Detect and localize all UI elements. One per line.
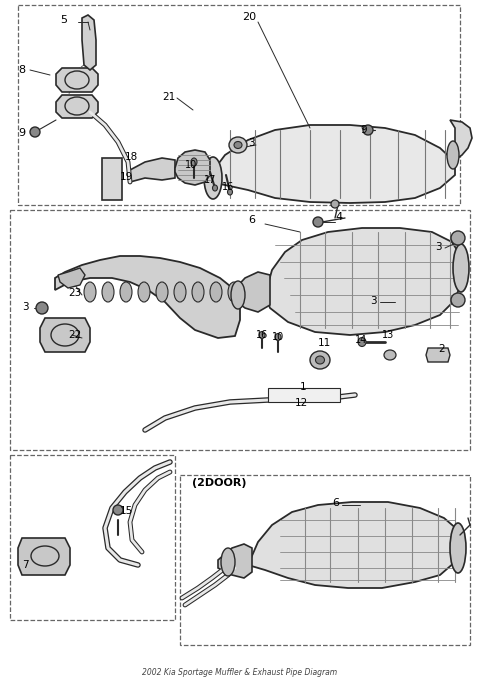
Ellipse shape: [30, 127, 40, 137]
Ellipse shape: [447, 141, 459, 169]
Polygon shape: [210, 125, 455, 203]
Polygon shape: [218, 544, 252, 578]
Polygon shape: [82, 15, 96, 70]
Ellipse shape: [36, 302, 48, 314]
Text: 3: 3: [22, 302, 29, 312]
Polygon shape: [18, 538, 70, 575]
Ellipse shape: [191, 158, 197, 166]
Text: 21: 21: [162, 92, 175, 102]
Text: 17: 17: [204, 175, 216, 185]
Text: 10: 10: [272, 332, 284, 342]
Text: (2DOOR): (2DOOR): [192, 478, 247, 488]
Text: 8: 8: [18, 65, 25, 75]
Polygon shape: [265, 228, 462, 335]
Text: 12: 12: [295, 398, 308, 408]
Polygon shape: [268, 388, 340, 402]
Polygon shape: [58, 268, 85, 288]
Text: 4: 4: [335, 212, 342, 222]
Ellipse shape: [259, 332, 265, 338]
Bar: [10, 455, 175, 620]
Text: 23: 23: [68, 288, 81, 298]
Bar: [18, 5, 460, 205]
Text: 6: 6: [332, 498, 339, 508]
Ellipse shape: [102, 282, 114, 302]
Ellipse shape: [204, 157, 222, 199]
Text: 2002 Kia Sportage Muffler & Exhaust Pipe Diagram: 2002 Kia Sportage Muffler & Exhaust Pipe…: [143, 668, 337, 677]
Text: 2: 2: [438, 344, 444, 354]
Ellipse shape: [331, 200, 339, 208]
Ellipse shape: [358, 338, 366, 347]
Ellipse shape: [113, 505, 123, 515]
Polygon shape: [130, 158, 175, 182]
Text: 16: 16: [222, 182, 234, 192]
Ellipse shape: [221, 548, 235, 576]
Text: 9: 9: [360, 125, 367, 135]
Bar: [180, 475, 470, 645]
Ellipse shape: [120, 282, 132, 302]
Polygon shape: [175, 150, 210, 185]
Ellipse shape: [138, 282, 150, 302]
Text: 14: 14: [355, 335, 367, 345]
Text: 3: 3: [248, 138, 254, 148]
Text: 22: 22: [68, 330, 81, 340]
Ellipse shape: [363, 125, 373, 135]
Text: 1: 1: [300, 382, 307, 392]
Ellipse shape: [192, 282, 204, 302]
Polygon shape: [232, 272, 270, 312]
Ellipse shape: [451, 293, 465, 307]
Ellipse shape: [228, 282, 240, 302]
Polygon shape: [248, 502, 460, 588]
Text: 3: 3: [370, 296, 377, 306]
Ellipse shape: [234, 142, 242, 149]
Text: 20: 20: [242, 12, 256, 22]
Ellipse shape: [313, 217, 323, 227]
Text: 19: 19: [120, 172, 133, 182]
Text: 11: 11: [318, 338, 331, 348]
Text: 18: 18: [125, 152, 138, 162]
Polygon shape: [450, 120, 472, 162]
Ellipse shape: [229, 137, 247, 153]
Ellipse shape: [84, 282, 96, 302]
Text: 6: 6: [248, 215, 255, 225]
Ellipse shape: [453, 244, 469, 292]
Ellipse shape: [310, 351, 330, 369]
Polygon shape: [40, 318, 90, 352]
Ellipse shape: [174, 282, 186, 302]
Text: 10: 10: [185, 160, 197, 170]
Ellipse shape: [213, 185, 217, 191]
Polygon shape: [426, 348, 450, 362]
Text: 16: 16: [256, 330, 268, 340]
Ellipse shape: [275, 334, 281, 340]
Text: 15: 15: [120, 506, 133, 516]
Polygon shape: [55, 256, 240, 338]
Text: 3: 3: [435, 242, 442, 252]
Polygon shape: [56, 95, 98, 118]
Bar: [10, 210, 470, 450]
Ellipse shape: [228, 189, 232, 195]
Ellipse shape: [315, 356, 324, 364]
Ellipse shape: [231, 281, 245, 309]
Ellipse shape: [210, 282, 222, 302]
Polygon shape: [102, 158, 122, 200]
Ellipse shape: [384, 350, 396, 360]
Ellipse shape: [156, 282, 168, 302]
Text: 5: 5: [60, 15, 67, 25]
Text: 7: 7: [22, 560, 29, 570]
Ellipse shape: [451, 231, 465, 245]
Text: 13: 13: [382, 330, 394, 340]
Text: 9: 9: [18, 128, 25, 138]
Polygon shape: [56, 68, 98, 92]
Ellipse shape: [450, 523, 466, 573]
